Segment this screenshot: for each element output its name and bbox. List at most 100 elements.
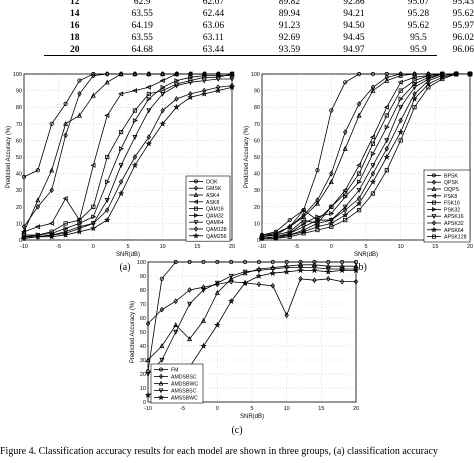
legend-marker	[431, 179, 437, 185]
data-point	[91, 214, 97, 220]
data-point	[369, 134, 376, 140]
legend: OOKGMSKASK4ASK8QAM16QAM32QAM64QAM128QAM2…	[185, 175, 231, 242]
data-point	[77, 78, 82, 83]
data-point	[146, 71, 152, 77]
legend-marker	[431, 206, 437, 212]
data-point	[105, 154, 110, 160]
data-point	[384, 168, 389, 173]
tick-labels: -10 -5 0 5 10 15 20 0 10 20 30 40 50 60 70 80 90 100	[251, 72, 473, 250]
data-point	[298, 261, 304, 267]
data-point	[342, 204, 348, 210]
y-tick-label: 20	[254, 205, 260, 211]
table-cell: 63.44	[202, 45, 225, 55]
y-tick-label: 40	[140, 344, 146, 350]
data-point	[411, 95, 418, 102]
data-point	[242, 269, 248, 275]
data-point	[412, 85, 418, 91]
legend-item: APSK64	[427, 226, 464, 234]
legend-label: GMSK	[206, 186, 222, 192]
data-point	[412, 78, 417, 83]
data-point	[104, 71, 110, 77]
x-tick-label: -10	[20, 244, 28, 250]
data-point	[298, 265, 304, 271]
table-cell: 95.9	[410, 45, 427, 55]
data-point	[118, 130, 124, 135]
data-point	[146, 108, 152, 114]
legend-label: QAM32	[206, 213, 224, 219]
series-line	[261, 73, 470, 239]
data-point	[356, 162, 362, 168]
data-point	[104, 79, 110, 85]
y-tick-label: 30	[16, 188, 22, 194]
table-cell: 89.82	[278, 0, 301, 7]
table-row: 12 62.9 62.07 89.82 92.86 95.07 95.43	[44, 0, 474, 8]
data-point	[270, 259, 275, 265]
data-point	[118, 179, 124, 185]
data-point	[315, 168, 320, 173]
legend-label: AMDSBWC	[171, 382, 198, 388]
y-tick-label: 90	[254, 89, 260, 95]
data-point	[63, 120, 69, 126]
legend-item: OQPS	[427, 186, 460, 193]
data-point	[76, 112, 82, 118]
legend-marker	[192, 232, 200, 239]
series-group	[258, 70, 474, 242]
data-point	[370, 84, 376, 91]
x-axis-label: SNR(dB)	[240, 414, 264, 420]
y-tick-label: 100	[13, 72, 22, 78]
data-point	[159, 306, 165, 313]
legend-label: OOK	[206, 179, 218, 185]
data-point	[76, 228, 83, 235]
y-tick-label: 20	[16, 205, 22, 211]
legend-marker	[193, 226, 199, 232]
data-point	[49, 187, 54, 194]
data-point	[412, 105, 417, 110]
legend-item: AMSSBSC	[154, 388, 197, 395]
legend-marker	[431, 220, 437, 226]
data-point	[343, 191, 348, 196]
legend-marker	[158, 388, 164, 394]
data-point	[301, 212, 306, 218]
data-point	[314, 200, 320, 206]
series-qam256	[20, 83, 236, 242]
legend-marker	[159, 367, 164, 372]
data-point	[146, 96, 152, 102]
data-point	[63, 225, 69, 231]
data-point	[201, 259, 206, 265]
data-point	[90, 225, 97, 232]
data-point	[325, 266, 331, 272]
x-tick-label: 20	[353, 406, 359, 412]
data-point	[352, 267, 360, 274]
legend-item: QAM128	[189, 226, 227, 233]
table-cell: 62.9	[133, 0, 151, 7]
data-point	[298, 275, 303, 282]
data-point	[104, 216, 111, 223]
series-line	[261, 73, 470, 238]
data-point	[214, 280, 220, 286]
legend-label: QAM128	[206, 227, 227, 233]
panel-label-c: (c)	[231, 425, 243, 436]
data-point	[384, 124, 390, 130]
legend-marker	[193, 206, 198, 211]
data-point	[160, 84, 166, 90]
legend-marker	[193, 185, 199, 191]
y-tick-label: 10	[16, 221, 22, 227]
data-point	[328, 178, 334, 184]
data-point	[48, 220, 54, 226]
legend-label: AMSSBWC	[171, 396, 198, 402]
y-axis-label: Predicted Accuracy (%)	[6, 126, 12, 188]
data-point	[91, 204, 96, 209]
data-point	[105, 179, 111, 185]
y-tick-label: 20	[140, 372, 146, 378]
data-point	[117, 190, 125, 197]
legend-item: QAM64	[189, 220, 224, 226]
data-point	[300, 207, 306, 213]
data-point	[228, 297, 235, 304]
data-point	[370, 151, 376, 157]
table-cell: 62.44	[202, 9, 225, 19]
data-point	[256, 268, 262, 274]
legend-item: AMDSBWC	[154, 380, 198, 388]
data-point	[297, 267, 304, 274]
data-point	[77, 217, 82, 223]
data-point	[159, 343, 165, 349]
